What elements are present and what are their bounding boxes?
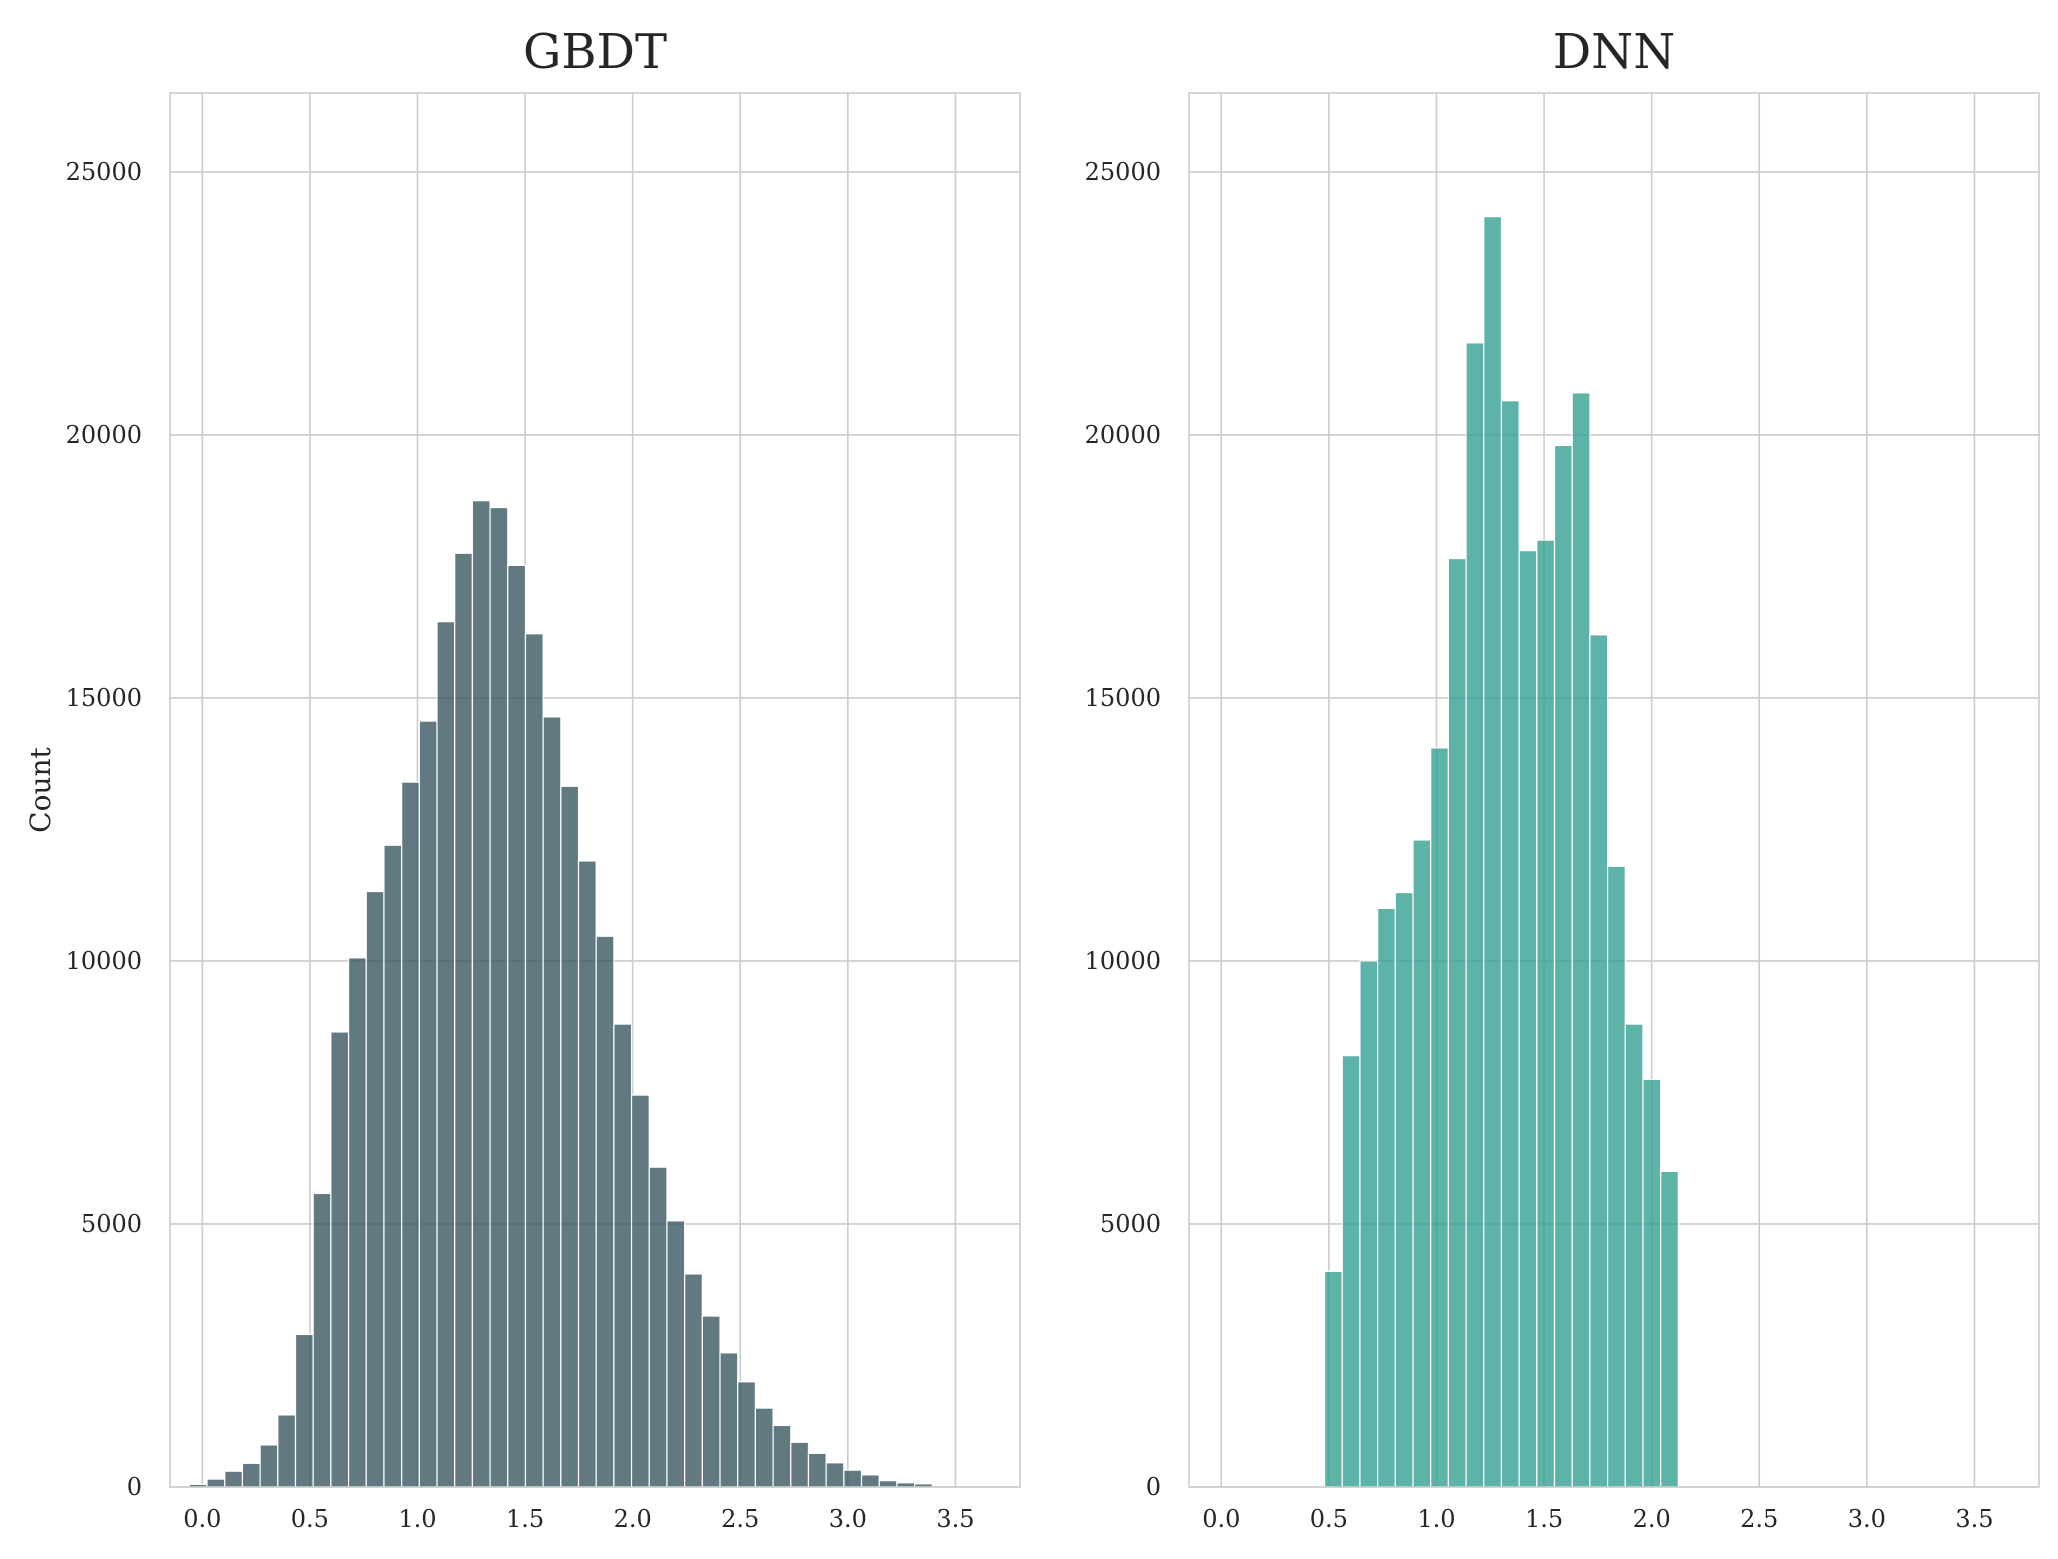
histogram-bar (330, 1031, 350, 1488)
histogram-bar (648, 1166, 668, 1488)
histogram-bar (489, 506, 509, 1488)
histogram-bar (507, 564, 527, 1488)
plot-frame (169, 92, 1021, 1488)
histogram-bar (560, 785, 580, 1488)
histogram-bar (595, 935, 615, 1488)
x-tick-label: 0.0 (1202, 1505, 1240, 1533)
histogram-bar (878, 1480, 898, 1488)
histogram-bar (277, 1414, 297, 1488)
histogram-bar (630, 1094, 650, 1488)
histogram-bar (790, 1441, 810, 1488)
histogram-bar (1394, 891, 1414, 1488)
histogram-bar (1518, 550, 1538, 1488)
x-tick-label: 2.0 (614, 1505, 652, 1533)
y-tick-label: 0 (127, 1473, 142, 1501)
histogram-bar (1606, 865, 1626, 1488)
histogram-bar (436, 621, 456, 1488)
histogram-bar (241, 1462, 261, 1488)
histogram-bar (224, 1470, 244, 1488)
histogram-bar (666, 1220, 686, 1488)
histogram-bar (1447, 557, 1467, 1488)
histogram-bar (684, 1273, 703, 1488)
y-tick-label: 5000 (81, 1210, 142, 1238)
histogram-bar (1323, 1270, 1343, 1488)
histogram-bar (772, 1424, 792, 1488)
histogram-bar (206, 1478, 226, 1488)
histogram-bar (807, 1452, 827, 1488)
x-tick-label: 3.0 (829, 1505, 867, 1533)
chart-panel-1: 0.0 0.5 1.0 1.5 2.0 2.5 3.0 3.5 0 5000 10000 15000 2… (1085, 24, 2040, 1533)
histogram-bar (1660, 1170, 1679, 1488)
histogram-bar (1571, 392, 1591, 1488)
y-tick-label: 5000 (1100, 1210, 1161, 1238)
y-tick-label: 0 (1146, 1473, 1161, 1501)
histogram-bar (259, 1444, 279, 1488)
y-tick-label: 10000 (66, 947, 142, 975)
x-tick-label: 2.5 (721, 1505, 759, 1533)
histogram-bar (1359, 960, 1379, 1488)
histogram-bar (1553, 444, 1573, 1488)
histogram-bar (471, 500, 491, 1488)
histogram-bar (294, 1333, 314, 1488)
x-tick-label: 3.0 (1848, 1505, 1886, 1533)
histogram-bar (383, 844, 403, 1488)
histogram-bar (365, 890, 385, 1488)
x-tick-label: 0.0 (183, 1505, 221, 1533)
histogram-bar (754, 1407, 774, 1488)
x-tick-label: 1.0 (398, 1505, 436, 1533)
plot-frame (1188, 92, 2040, 1488)
x-tick-label: 3.5 (936, 1505, 974, 1533)
histogram-bar (577, 860, 597, 1488)
histogram-bar (1483, 216, 1503, 1488)
histogram-bar (1589, 634, 1609, 1488)
histogram-bar (1465, 342, 1485, 1488)
histogram-bar (613, 1023, 633, 1488)
histogram-bar (418, 720, 438, 1488)
histogram-bar (524, 633, 544, 1488)
y-tick-label: 10000 (1085, 947, 1161, 975)
chart-title: GBDT (523, 24, 667, 80)
histogram-bar (825, 1462, 845, 1488)
x-tick-label: 2.0 (1633, 1505, 1671, 1533)
histogram-bar (347, 957, 367, 1488)
x-tick-label: 2.5 (1740, 1505, 1778, 1533)
histogram-bar (1430, 747, 1449, 1488)
chart-panel-0: 0.0 0.5 1.0 1.5 2.0 2.5 3.0 3.5 0 5000 10000 15000 2… (24, 24, 1021, 1533)
histogram-bar (1624, 1023, 1644, 1488)
x-tick-label: 1.5 (1525, 1505, 1563, 1533)
histogram-bar (1412, 839, 1432, 1488)
histogram-bar (542, 716, 562, 1488)
y-tick-label: 20000 (66, 421, 142, 449)
histogram-bar (1377, 907, 1396, 1488)
histogram-bar (860, 1474, 880, 1488)
histogram-bar (1341, 1055, 1361, 1488)
x-tick-label: 1.0 (1417, 1505, 1455, 1533)
y-tick-label: 15000 (1085, 684, 1161, 712)
histogram-bar (701, 1315, 721, 1488)
y-tick-label: 25000 (66, 158, 142, 186)
histogram-bar (843, 1469, 863, 1488)
y-tick-label: 15000 (66, 684, 142, 712)
x-tick-label: 0.5 (1310, 1505, 1348, 1533)
histogram-bar (401, 781, 420, 1488)
x-tick-label: 1.5 (506, 1505, 544, 1533)
histogram-bar (737, 1381, 757, 1488)
chart-title: DNN (1553, 24, 1675, 80)
histogram-bar (1500, 400, 1520, 1488)
histogram-bar (719, 1352, 739, 1488)
y-tick-label: 25000 (1085, 158, 1161, 186)
histogram-bar (312, 1192, 332, 1488)
y-axis-label: Count (24, 746, 57, 832)
histogram-bar (454, 552, 473, 1488)
histogram-bar (1642, 1078, 1662, 1488)
y-tick-label: 20000 (1085, 421, 1161, 449)
x-tick-label: 0.5 (291, 1505, 329, 1533)
histogram-bar (1536, 539, 1556, 1488)
x-tick-label: 3.5 (1955, 1505, 1993, 1533)
